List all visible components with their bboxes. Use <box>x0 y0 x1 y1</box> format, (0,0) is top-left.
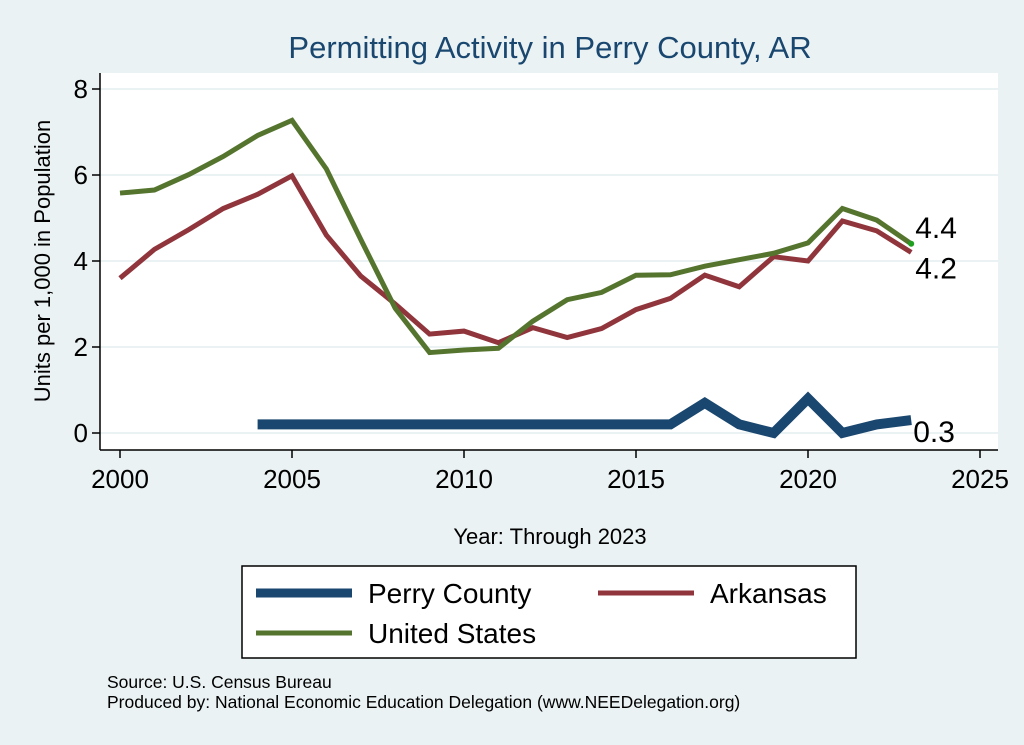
series-line-united-states <box>119 117 913 356</box>
end-label-united-states: 4.4 <box>915 212 957 245</box>
end-label-arkansas: 4.2 <box>915 252 957 285</box>
produced-by-note: Produced by: National Economic Education… <box>107 692 740 712</box>
series-line-perry-county <box>257 391 912 439</box>
x-tick-label: 2015 <box>607 464 665 494</box>
y-tick-label: 8 <box>74 74 88 104</box>
y-axis-title: Units per 1,000 in Population <box>30 120 55 403</box>
series-lines <box>118 117 915 439</box>
x-tick-label: 2025 <box>951 464 1009 494</box>
legend-box <box>241 565 857 659</box>
source-note: Source: U.S. Census Bureau <box>107 672 332 692</box>
x-tick-label: 2005 <box>263 464 321 494</box>
x-tick-label: 2010 <box>435 464 493 494</box>
y-tick-label: 2 <box>74 332 88 362</box>
x-tick-label: 2000 <box>91 464 149 494</box>
chart-title: Permitting Activity in Perry County, AR <box>288 30 811 65</box>
x-tick-label: 2020 <box>779 464 837 494</box>
tick-labels: 0 2 4 6 8 2000 2005 2010 2015 2020 2025 <box>74 74 1009 494</box>
y-tick-label: 4 <box>74 246 88 276</box>
legend-label-united-states: United States <box>368 618 536 649</box>
legend-label-perry-county: Perry County <box>368 578 531 609</box>
end-value-labels: 0.3 4.2 4.4 <box>913 212 957 449</box>
legend: Perry County Arkansas United States <box>241 565 857 659</box>
legend-label-arkansas: Arkansas <box>710 578 827 609</box>
series-endpoint-marker <box>908 240 915 247</box>
x-axis-title: Year: Through 2023 <box>453 524 646 549</box>
end-label-perry-county: 0.3 <box>913 416 955 449</box>
y-tick-label: 6 <box>74 160 88 190</box>
y-tick-label: 0 <box>74 418 88 448</box>
